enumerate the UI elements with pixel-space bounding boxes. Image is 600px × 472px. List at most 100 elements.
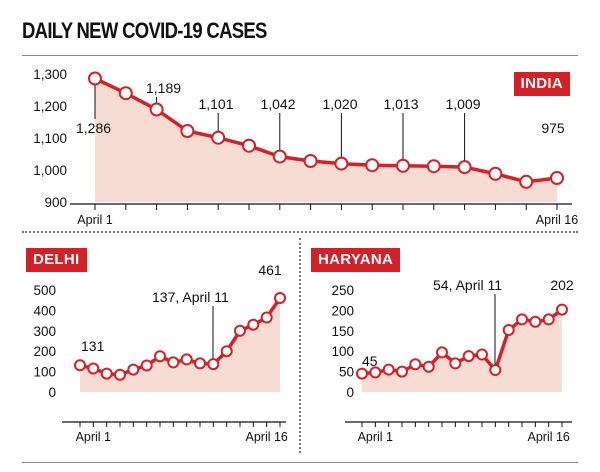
haryana-ytick-label: 0 [346, 385, 354, 400]
delhi-data-label: 131 [81, 338, 105, 354]
india-data-label: 1,189 [146, 80, 181, 96]
delhi-data-point [207, 358, 220, 371]
haryana-data-label: 202 [550, 277, 574, 293]
delhi-data-label: 137, April 11 [152, 289, 229, 305]
delhi-data-point [140, 359, 153, 372]
delhi-plot: 0 100 200 300 400 500 April 1 April 16 131 137, A… [33, 262, 287, 444]
delhi-xtick-label: April 1 [76, 430, 111, 444]
delhi-data-point [127, 363, 140, 376]
haryana-data-point [409, 358, 422, 371]
india-ytick-label: 1,000 [33, 163, 67, 178]
india-xtick-label: April 1 [77, 213, 112, 227]
haryana-data-point [516, 313, 528, 326]
haryana-data-point [502, 324, 515, 336]
delhi-data-point [180, 353, 193, 366]
haryana-xtick-label: April 1 [358, 430, 393, 444]
haryana-data-point [449, 357, 462, 370]
haryana-data-point [542, 313, 555, 326]
india-data-label: 1,042 [260, 96, 295, 112]
india-data-label: 1,101 [198, 96, 233, 112]
india-ytick-label: 1,100 [33, 131, 67, 146]
delhi-data-label: 461 [258, 262, 282, 278]
india-data-label: 1,013 [383, 96, 418, 112]
india-ytick-label: 900 [44, 195, 67, 210]
delhi-ytick-label: 300 [33, 324, 56, 339]
delhi-ytick-label: 400 [33, 303, 56, 318]
delhi-ytick-label: 200 [33, 344, 56, 359]
haryana-ytick-label: 150 [331, 324, 354, 339]
haryana-data-point [422, 360, 435, 373]
haryana-plot: 0 50 100 150 200 250 April 1 April 16 45 54, Apri… [331, 277, 573, 444]
page-title: DAILY NEW COVID-19 CASES [22, 18, 267, 43]
bottom-divider [22, 462, 578, 463]
india-data-point [396, 158, 410, 173]
india-data-point [118, 86, 133, 101]
delhi-area-fill [80, 298, 280, 392]
india-ytick-label: 1,300 [33, 67, 67, 82]
delhi-ytick-label: 500 [33, 283, 56, 298]
haryana-data-point [436, 346, 448, 359]
title-divider [22, 55, 578, 56]
india-data-point [88, 71, 102, 86]
india-data-label: 1,009 [445, 96, 480, 112]
delhi-data-point [260, 311, 273, 324]
india-xtick-label: April 16 [536, 213, 578, 227]
delhi-data-point [247, 318, 260, 331]
haryana-ytick-label: 200 [331, 303, 354, 318]
haryana-data-point [369, 366, 382, 379]
haryana-data-point [556, 303, 568, 316]
india-data-point [334, 156, 349, 171]
haryana-series-line [360, 307, 564, 376]
india-data-label: 1,020 [322, 96, 357, 112]
india-data-label: 1,286 [76, 120, 111, 136]
india-panel-title: INDIA [513, 72, 570, 96]
india-data-point [365, 158, 380, 173]
delhi-chart: 0 100 200 300 400 500 April 1 April 16 131 137, A… [33, 262, 287, 444]
delhi-data-point [87, 362, 100, 375]
haryana-ytick-label: 100 [331, 344, 354, 359]
india-data-point [457, 160, 472, 175]
delhi-ytick-label: 0 [48, 385, 56, 400]
column-divider [299, 238, 301, 453]
india-data-point [550, 171, 564, 185]
haryana-data-point [476, 348, 488, 361]
india-data-point [180, 124, 195, 138]
india-data-point [426, 159, 441, 174]
india-data-point [242, 138, 256, 153]
india-data-point [519, 174, 534, 189]
delhi-data-point [100, 367, 113, 380]
india-data-point [303, 154, 318, 168]
delhi-series-line [78, 296, 282, 377]
haryana-panel-title: HARYANA [311, 248, 401, 272]
haryana-data-point [356, 367, 368, 380]
india-data-point [149, 102, 164, 117]
india-plot: 900 1,000 1,100 1,200 1,300 April 1 April 16 1,… [33, 67, 578, 227]
section-divider [22, 231, 578, 233]
india-area-fill [95, 78, 557, 202]
haryana-data-point [489, 364, 502, 376]
haryana-data-label: 54, April 11 [433, 277, 502, 293]
delhi-xtick-label: April 16 [246, 430, 288, 444]
delhi-data-point [234, 324, 246, 337]
india-data-point [272, 149, 287, 164]
india-data-point [488, 166, 503, 181]
india-ytick-label: 1,200 [33, 99, 67, 114]
india-series-line [93, 76, 559, 184]
haryana-data-point [382, 363, 395, 376]
haryana-data-point [396, 365, 408, 378]
delhi-ytick-label: 100 [33, 365, 56, 380]
delhi-data-point [74, 359, 86, 372]
delhi-panel-title: DELHI [26, 248, 87, 272]
delhi-data-point [220, 345, 233, 358]
haryana-data-point [529, 315, 542, 328]
delhi-data-point [154, 350, 166, 363]
delhi-data-point [114, 368, 126, 381]
india-chart: 900 1,000 1,100 1,200 1,300 April 1 April 16 1,… [33, 67, 578, 227]
delhi-data-point [194, 357, 206, 370]
haryana-ytick-label: 250 [331, 283, 354, 298]
delhi-data-point [274, 292, 286, 304]
delhi-data-point [167, 356, 180, 369]
haryana-ytick-label: 50 [339, 365, 354, 380]
india-data-label: 975 [541, 120, 565, 136]
haryana-chart: 0 50 100 150 200 250 April 1 April 16 45 54, Apri… [331, 277, 573, 444]
